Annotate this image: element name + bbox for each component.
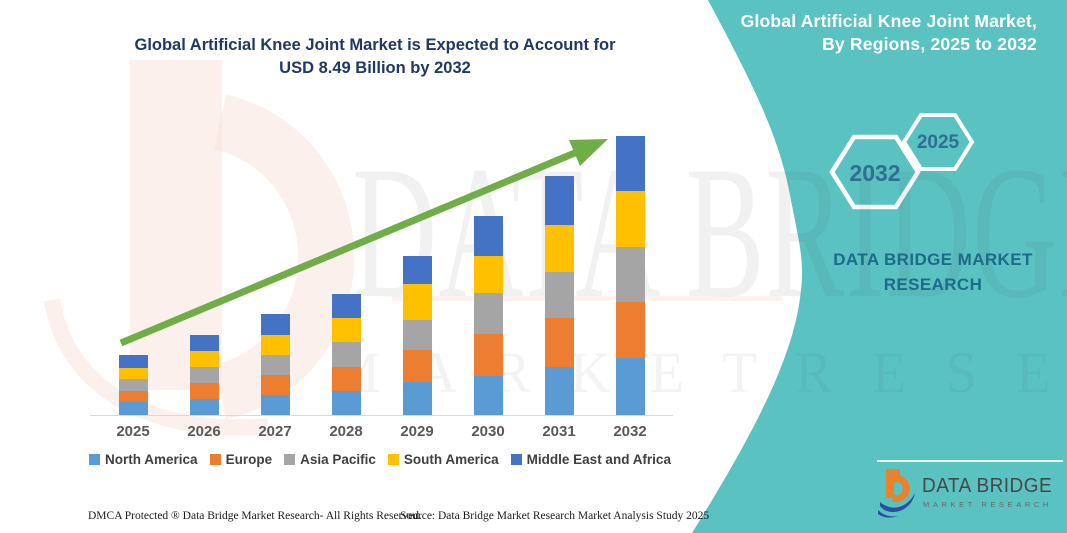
x-axis-label-2028: 2028 <box>329 423 363 440</box>
legend-item-asia-pacific: Asia Pacific <box>284 452 376 467</box>
bar-2032 <box>615 136 645 415</box>
x-axis-label-2027: 2027 <box>258 423 292 440</box>
bar-segment-2032-south-america <box>615 190 645 248</box>
legend-label: South America <box>403 452 499 467</box>
x-axis-label-2030: 2030 <box>471 423 505 440</box>
bar-segment-2027-north-america <box>260 394 290 415</box>
bar-segment-2029-north-america <box>402 382 432 415</box>
legend-label: Europe <box>225 452 273 467</box>
bar-segment-2032-north-america <box>615 358 645 415</box>
bar-segment-2026-north-america <box>189 398 219 415</box>
legend-item-south-america: South America <box>387 452 499 467</box>
bar-segment-2031-middle-east-and-africa <box>544 176 574 226</box>
chart-legend: North America Europe Asia Pacific South Ame… <box>75 452 685 467</box>
bar-segment-2028-europe <box>331 366 361 391</box>
hexagon-2032-label: 2032 <box>849 160 901 186</box>
bar-segment-2029-middle-east-and-africa <box>402 255 432 284</box>
bar-segment-2028-asia-pacific <box>331 342 361 367</box>
bar-segment-2030-south-america <box>473 255 503 294</box>
bar-segment-2026-asia-pacific <box>189 367 219 384</box>
bar-segment-2029-asia-pacific <box>402 320 432 351</box>
hexagon-outlines <box>829 113 975 210</box>
legend-label: North America <box>105 452 198 467</box>
bar-segment-2030-north-america <box>473 375 503 415</box>
legend-marker <box>387 454 399 465</box>
footer-source-text: Source: Data Bridge Market Research Mark… <box>400 510 710 522</box>
logo-divider-line <box>877 460 1063 462</box>
bar-segment-2028-middle-east-and-africa <box>331 294 361 319</box>
bar-2030 <box>473 215 503 415</box>
bar-2029 <box>402 255 432 415</box>
bar-segment-2027-south-america <box>260 334 290 355</box>
bar-segment-2026-europe <box>189 383 219 399</box>
legend-marker <box>209 454 221 465</box>
bar-segment-2027-europe <box>260 374 290 395</box>
legend-marker <box>510 454 522 465</box>
bar-segment-2025-north-america <box>118 401 148 415</box>
legend-marker <box>284 454 296 465</box>
bar-segment-2028-north-america <box>331 390 361 415</box>
brand-name-line2: RESEARCH <box>883 275 983 294</box>
x-axis-label-2032: 2032 <box>613 423 647 440</box>
bar-2026 <box>189 335 219 415</box>
bar-segment-2030-europe <box>473 333 503 376</box>
bar-segment-2027-asia-pacific <box>260 354 290 375</box>
legend-label: Asia Pacific <box>300 452 376 467</box>
legend-label: Middle East and Africa <box>526 452 671 467</box>
hexagon-2025 <box>901 113 975 171</box>
chart-title-line1: Global Artificial Knee Joint Market is E… <box>134 36 616 54</box>
bar-segment-2031-asia-pacific <box>544 272 574 319</box>
brand-name-text: DATA BRIDGE MARKET RESEARCH <box>803 247 1063 297</box>
legend-marker <box>89 454 101 465</box>
bar-segment-2032-middle-east-and-africa <box>615 136 645 191</box>
bar-segment-2026-middle-east-and-africa <box>189 335 219 352</box>
bar-segment-2032-europe <box>615 302 645 359</box>
bar-segment-2027-middle-east-and-africa <box>260 314 290 335</box>
legend-item-europe: Europe <box>209 452 273 467</box>
hexagon-2032 <box>829 134 921 210</box>
x-axis-label-2029: 2029 <box>400 423 434 440</box>
x-axis-label-2025: 2025 <box>116 423 150 440</box>
bar-2027 <box>260 314 290 415</box>
hexagon-2025-label: 2025 <box>916 132 960 153</box>
panel-heading: Global Artificial Knee Joint Market, By … <box>728 10 1037 55</box>
x-axis-line <box>90 415 673 416</box>
brand-name-line1: DATA BRIDGE MARKET <box>833 250 1033 269</box>
logo-wordmark: DATA BRIDGE <box>922 475 1053 497</box>
x-axis-label-2026: 2026 <box>187 423 221 440</box>
x-axis-label-2031: 2031 <box>542 423 576 440</box>
bar-segment-2026-south-america <box>189 351 219 368</box>
bar-segment-2025-asia-pacific <box>118 378 148 392</box>
bar-segment-2031-north-america <box>544 367 574 415</box>
chart-title: Global Artificial Knee Joint Market is E… <box>75 34 675 80</box>
bar-segment-2025-south-america <box>118 368 148 379</box>
bar-segment-2031-europe <box>544 318 574 368</box>
bar-segment-2029-europe <box>402 350 432 383</box>
logo-subtitle: MARKET RESEARCH <box>923 500 1052 509</box>
bar-2028 <box>331 294 361 415</box>
panel-heading-line1: Global Artificial Knee Joint Market, <box>740 11 1037 31</box>
bar-segment-2028-south-america <box>331 318 361 343</box>
bar-segment-2025-middle-east-and-africa <box>118 354 148 369</box>
bar-2031 <box>544 176 574 415</box>
legend-item-north-america: North America <box>89 452 198 467</box>
bar-segment-2032-asia-pacific <box>615 247 645 303</box>
databridge-logo-icon <box>878 469 915 518</box>
bar-segment-2030-middle-east-and-africa <box>473 215 503 256</box>
bar-segment-2025-europe <box>118 391 148 402</box>
bar-2025 <box>118 354 148 415</box>
panel-heading-line2: By Regions, 2025 to 2032 <box>822 33 1037 54</box>
bar-segment-2029-south-america <box>402 283 432 321</box>
bar-segment-2031-south-america <box>544 225 574 273</box>
footer-dmca-text: DMCA Protected ® Data Bridge Market Rese… <box>88 510 422 522</box>
legend-item-middle-east-and-africa: Middle East and Africa <box>510 452 671 467</box>
bar-segment-2030-asia-pacific <box>473 293 503 334</box>
chart-title-line2: USD 8.49 Billion by 2032 <box>279 59 471 77</box>
